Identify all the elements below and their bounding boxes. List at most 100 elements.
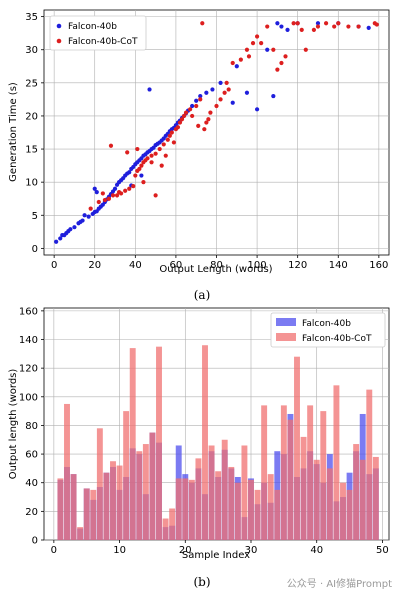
point-falcon-40b	[271, 93, 276, 99]
scatter-ytick-label: 35	[25, 12, 38, 23]
point-falcon-40b	[234, 64, 239, 69]
bar-ytick-label: 60	[25, 450, 38, 461]
scatter-points	[54, 21, 379, 244]
bar-xtick-label: 40	[310, 545, 323, 556]
scatter-ytick-label: 20	[25, 111, 38, 122]
point-falcon-40b-cot	[275, 67, 280, 72]
point-falcon-40b-cot	[108, 143, 114, 148]
scatter-ytick-label: 25	[25, 78, 38, 89]
point-falcon-40b-cot	[188, 107, 193, 112]
bar-ylabel: Output length (words)	[8, 369, 19, 480]
point-falcon-40b-cot	[123, 188, 128, 193]
bar-falcon-40b-cot	[372, 456, 379, 540]
bar-falcon-40b-cot	[162, 518, 169, 540]
point-falcon-40b-cot	[196, 123, 201, 128]
scatter-ytick-label: 30	[25, 45, 38, 56]
bar-ytick-label: 20	[25, 507, 38, 518]
point-falcon-40b-cot	[346, 24, 351, 29]
point-falcon-40b-cot	[175, 125, 181, 130]
bar-falcon-40b-cot	[221, 439, 228, 540]
bar-falcon-40b-cot	[254, 489, 261, 540]
bar-falcon-40b-cot	[123, 411, 130, 540]
point-falcon-40b-cot	[167, 133, 172, 138]
bar-falcon-40b-cot	[287, 419, 294, 540]
scatter-chart: 0 20 40 60 80 100 120 140 160 0 5 10 15 20 25 30 35 Outp…	[8, 9, 390, 302]
point-falcon-40b-cot	[159, 163, 164, 168]
point-falcon-40b-cot	[116, 189, 122, 195]
point-falcon-40b-cot	[110, 193, 116, 198]
watermark: 公众号 · AI修猫Prompt	[287, 577, 392, 590]
bar-falcon-40b-cot	[83, 488, 90, 540]
scatter-ytick-label: 15	[25, 145, 38, 156]
scatter-xtick-label: 0	[51, 260, 57, 271]
bar-legend: Falcon-40b Falcon-40b-CoT	[270, 312, 386, 348]
point-falcon-40b-cot	[202, 127, 207, 132]
point-falcon-40b	[315, 21, 321, 26]
bar-falcon-40b-cot	[300, 436, 307, 540]
bar-falcon-40b-cot	[261, 405, 268, 540]
point-falcon-40b-cot	[214, 103, 219, 109]
bar-falcon-40b-cot	[149, 432, 156, 540]
bar-ytick-label: 140	[19, 335, 38, 346]
point-falcon-40b	[82, 213, 87, 218]
point-falcon-40b-cot	[96, 199, 101, 205]
point-falcon-40b	[190, 103, 195, 109]
scatter-xtick-label: 140	[329, 260, 348, 271]
bar-legend-box	[270, 312, 386, 348]
point-falcon-40b	[198, 93, 203, 99]
point-falcon-40b-cot	[336, 21, 341, 26]
point-falcon-40b-cot	[141, 180, 146, 185]
bar-falcon-40b-cot	[366, 389, 373, 540]
point-falcon-40b-cot	[315, 24, 321, 29]
point-falcon-40b-cot	[125, 150, 130, 155]
bar-falcon-40b-cot	[129, 348, 136, 540]
bar-falcon-40b-cot	[320, 411, 327, 540]
point-falcon-40b-cot	[100, 191, 105, 196]
point-falcon-40b	[366, 25, 371, 30]
point-falcon-40b-cot	[139, 163, 144, 168]
bar-xtick-label: 10	[113, 545, 126, 556]
point-falcon-40b-cot	[88, 206, 93, 211]
bar-falcon-40b-cot	[346, 489, 353, 540]
point-falcon-40b-cot	[198, 97, 203, 102]
point-falcon-40b-cot	[208, 110, 213, 115]
point-falcon-40b-cot	[183, 110, 189, 115]
bar-falcon-40b-cot	[195, 458, 202, 540]
point-falcon-40b-cot	[303, 47, 308, 52]
bar-falcon-40b-cot	[96, 428, 103, 540]
point-falcon-40b-cot	[279, 60, 284, 66]
point-falcon-40b-cot	[238, 57, 243, 62]
bar-falcon-40b-cot	[353, 444, 360, 540]
bar-falcon-40b-cot	[77, 527, 84, 540]
caption-a: (a)	[194, 288, 211, 302]
scatter-xlabel: Output Length (words)	[159, 264, 272, 275]
scatter-xtick-label: 20	[88, 260, 101, 271]
point-falcon-40b	[210, 87, 215, 92]
bar-falcon-40b-cot	[307, 405, 314, 540]
point-falcon-40b-cot	[135, 146, 140, 152]
point-falcon-40b	[265, 47, 270, 52]
legend-label-falcon-40b-bar: Falcon-40b	[302, 319, 351, 329]
point-falcon-40b	[112, 186, 118, 191]
scatter-ytick-label: 10	[25, 178, 38, 189]
bar-xtick-label: 20	[179, 545, 192, 556]
point-falcon-40b-cot	[161, 142, 166, 147]
bar-ytick-label: 80	[25, 421, 38, 432]
point-falcon-40b-cot	[149, 153, 154, 158]
point-falcon-40b	[244, 90, 250, 95]
bar-falcon-40b-cot	[70, 474, 77, 540]
legend-label-falcon-40b-cot: Falcon-40b-CoT	[68, 37, 138, 47]
point-falcon-40b-cot	[218, 97, 223, 102]
bar-chart: 0 10 20 30 40 50 0 20 40 60 80 100 120 140 160 Sample …	[8, 306, 390, 589]
point-falcon-40b-cot	[102, 197, 107, 203]
bar-falcon-40b-cot	[228, 466, 235, 540]
bar-falcon-40b-cot	[175, 478, 182, 540]
bar-bars	[57, 345, 379, 540]
bar-falcon-40b-cot	[90, 489, 97, 540]
bar-falcon-40b-cot	[57, 478, 64, 540]
point-falcon-40b-cot	[206, 117, 211, 122]
point-falcon-40b-cot	[244, 47, 250, 52]
legend-label-falcon-40b: Falcon-40b	[68, 22, 117, 32]
point-falcon-40b-cot	[222, 90, 227, 95]
scatter-ticks: 0 20 40 60 80 100 120 140 160 0 5 10 15 20 25 30 35	[25, 12, 388, 271]
